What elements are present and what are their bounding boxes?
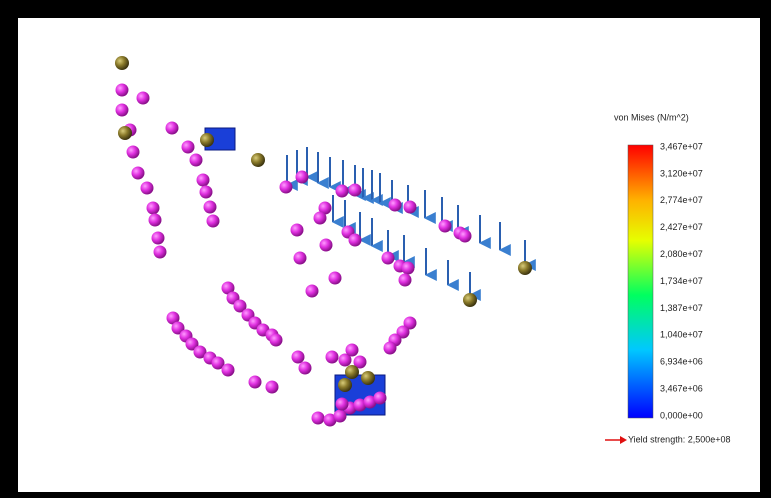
support-node xyxy=(200,133,214,147)
node xyxy=(154,246,167,259)
scale-label: 3,120e+07 xyxy=(660,168,703,178)
support-node xyxy=(338,378,352,392)
node xyxy=(389,199,402,212)
scale-label: 3,467e+06 xyxy=(660,383,703,393)
node xyxy=(197,174,210,187)
node xyxy=(326,351,339,364)
node xyxy=(152,232,165,245)
node xyxy=(292,351,305,364)
scale-label: 2,427e+07 xyxy=(660,222,703,232)
node xyxy=(222,364,235,377)
support-node xyxy=(115,56,129,70)
node xyxy=(320,239,333,252)
support-node xyxy=(361,371,375,385)
node xyxy=(116,84,129,97)
node xyxy=(207,215,220,228)
node xyxy=(141,182,154,195)
node xyxy=(182,141,195,154)
node xyxy=(190,154,203,167)
node xyxy=(166,122,179,135)
support-node xyxy=(251,153,265,167)
node xyxy=(306,285,319,298)
node xyxy=(137,92,150,105)
simulation-view: von Mises (N/m^2) Yield strength: 2,500e… xyxy=(0,0,771,498)
node xyxy=(270,334,283,347)
node xyxy=(314,212,327,225)
node xyxy=(349,184,362,197)
support-node xyxy=(345,365,359,379)
color-scale xyxy=(628,145,653,418)
node xyxy=(127,146,140,159)
scale-label: 2,774e+07 xyxy=(660,195,703,205)
scale-label: 0,000e+00 xyxy=(660,410,703,420)
scale-label: 2,080e+07 xyxy=(660,249,703,259)
node xyxy=(291,224,304,237)
support-node xyxy=(463,293,477,307)
node xyxy=(384,342,397,355)
node xyxy=(296,171,309,184)
node xyxy=(249,376,262,389)
node xyxy=(280,181,293,194)
node xyxy=(149,214,162,227)
node xyxy=(266,381,279,394)
node xyxy=(382,252,395,265)
node xyxy=(329,272,342,285)
node xyxy=(402,262,415,275)
node xyxy=(439,220,452,233)
node xyxy=(459,230,472,243)
node xyxy=(299,362,312,375)
yield-strength: Yield strength: 2,500e+08 xyxy=(628,434,731,444)
scale-label: 6,934e+06 xyxy=(660,357,703,367)
node xyxy=(346,344,359,357)
node xyxy=(132,167,145,180)
support-node xyxy=(518,261,532,275)
scale-label: 1,387e+07 xyxy=(660,303,703,313)
node xyxy=(116,104,129,117)
node xyxy=(147,202,160,215)
node xyxy=(399,274,412,287)
node xyxy=(336,185,349,198)
node xyxy=(336,398,349,411)
node xyxy=(404,201,417,214)
node xyxy=(374,392,387,405)
scale-label: 1,734e+07 xyxy=(660,276,703,286)
node xyxy=(294,252,307,265)
scale-label: 1,040e+07 xyxy=(660,330,703,340)
legend-title: von Mises (N/m^2) xyxy=(614,112,689,122)
scale-label: 3,467e+07 xyxy=(660,141,703,151)
node xyxy=(200,186,213,199)
support-node xyxy=(118,126,132,140)
node xyxy=(204,201,217,214)
node xyxy=(349,234,362,247)
node xyxy=(312,412,325,425)
